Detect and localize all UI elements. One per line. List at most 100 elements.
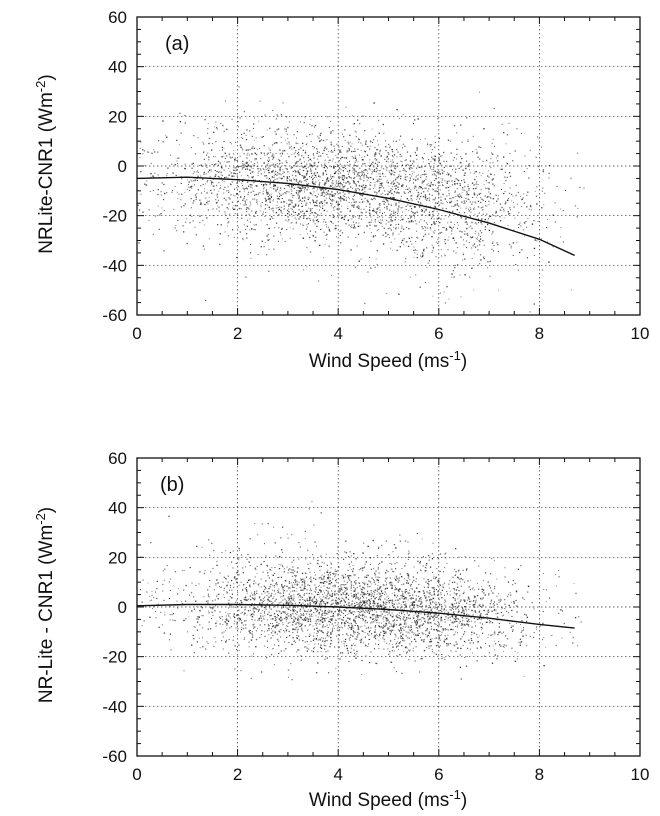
data-point [246,188,248,190]
data-point [359,618,361,620]
data-point [410,602,412,604]
data-point [373,208,375,210]
data-point [245,203,247,205]
data-point [390,188,392,190]
data-point [514,217,516,219]
data-point [256,199,258,201]
plot-frame [136,16,641,316]
data-point [158,228,160,230]
data-point [347,604,349,606]
data-point [349,145,351,147]
data-point [376,250,378,252]
data-point [323,209,325,212]
data-point [174,163,176,166]
data-point [301,188,303,190]
data-point [434,197,436,199]
data-point [503,210,505,212]
data-point [326,238,328,240]
data-point [234,195,236,197]
data-point [422,173,424,175]
data-point [273,180,275,182]
data-point [474,246,476,248]
data-point [278,173,280,175]
data-point [353,168,355,170]
data-point [300,603,303,605]
data-point [250,613,253,615]
data-point [440,218,442,220]
data-point [152,175,154,177]
data-point [434,205,436,207]
data-point [339,610,341,612]
data-point [286,143,288,145]
data-point [332,151,334,153]
data-point [358,628,360,630]
data-point [352,610,354,613]
data-point [219,233,221,235]
data-point [314,609,316,611]
data-point [387,193,389,195]
data-point [288,641,290,644]
y-tick-label: -20 [102,207,127,226]
data-point [235,141,237,144]
data-point [507,213,510,215]
data-point [352,167,354,169]
data-point [489,162,491,164]
data-point [467,165,469,167]
data-point [435,616,437,618]
data-point [449,213,451,215]
data-point [317,188,319,190]
data-point [435,206,437,208]
data-point [283,171,285,173]
data-point [439,232,441,234]
data-point [442,193,444,196]
data-point [465,218,467,220]
data-point [139,209,141,211]
data-point [187,631,189,633]
data-point [344,139,346,141]
data-point [345,197,348,199]
data-point [300,189,302,191]
data-point [372,142,374,144]
data-point [242,627,245,630]
data-point [303,161,305,163]
data-point [297,172,299,174]
data-point [491,153,493,155]
data-point [260,152,262,154]
data-point [460,195,462,197]
data-point [519,251,521,254]
data-point [385,625,387,627]
data-point [511,609,513,612]
data-point [347,180,349,182]
data-point [268,166,270,168]
data-point [261,201,263,204]
data-point [367,145,369,148]
data-point [286,180,288,182]
data-point [371,173,373,175]
data-point [343,175,345,177]
data-point [300,147,302,149]
data-point [443,226,445,229]
data-point [368,221,370,224]
data-point [476,194,479,196]
data-point [384,194,386,196]
data-point [455,616,457,618]
data-point [153,149,155,151]
data-point [346,177,348,179]
data-point [439,609,441,612]
data-point [205,648,207,650]
data-point [258,120,260,122]
data-point [183,619,185,622]
data-point [410,198,412,200]
data-point [340,151,342,153]
data-point [516,605,518,607]
data-point [438,217,440,219]
data-point [422,210,424,212]
data-point [465,608,467,610]
data-point [349,141,351,143]
data-point [349,163,351,166]
data-point [192,220,194,222]
data-point [357,207,359,209]
data-point [371,219,373,221]
data-point [260,671,263,673]
data-point [389,214,391,216]
